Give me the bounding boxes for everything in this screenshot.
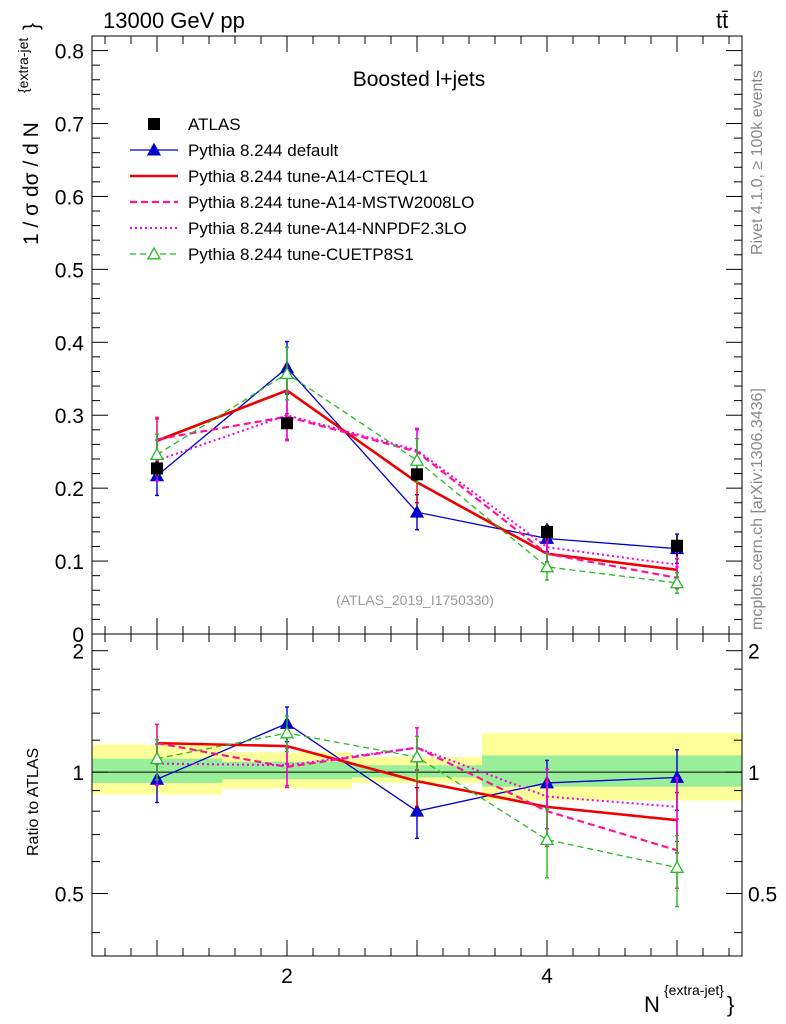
y-tick-label: 0.1	[55, 551, 84, 574]
ratio-plot-frame	[91, 633, 743, 957]
mcplots-label: mcplots.cern.ch [arXiv:1306.3436]	[749, 388, 766, 630]
x-axis-label-close: }	[727, 992, 734, 1017]
ratio-tick-label-right: 1	[748, 762, 760, 785]
chart-title: Boosted l+jets	[353, 68, 486, 91]
legend-label: Pythia 8.244 tune-A14-CTEQL1	[188, 167, 428, 186]
series-point-main	[539, 559, 555, 573]
y-tick-label: 0.2	[55, 478, 84, 501]
series-point-ratio	[409, 803, 425, 817]
x-axis-label-sup: {extra-jet}	[664, 982, 724, 998]
series-point-ratio	[409, 749, 425, 763]
ratio-tick-label-left: 1	[72, 762, 84, 785]
series-line-ratio	[156, 742, 678, 852]
legend-label: Pythia 8.244 tune-A14-NNPDF2.3LO	[188, 219, 467, 238]
y-axis-label: 1 / σ dσ / d N {extra-jet }	[15, 23, 43, 245]
process-title: tt̄	[716, 8, 728, 33]
data-point	[671, 539, 683, 552]
legend-marker	[146, 142, 162, 156]
ratio-tick-label-left: 0.5	[55, 884, 84, 907]
ratio-tick-label-left: 2	[72, 641, 84, 664]
energy-title: 13000 GeV pp	[103, 8, 245, 33]
uncertainty-band-green	[482, 755, 742, 787]
ratio-y-label: Ratio to ATLAS	[25, 748, 42, 856]
y-tick-label: 0.4	[55, 332, 85, 355]
y-tick-label: 0.7	[55, 114, 84, 137]
series-line-main	[156, 372, 678, 584]
legend-label: Pythia 8.244 tune-CUETP8S1	[188, 245, 414, 264]
rivet-label: Rivet 4.1.0, ≥ 100k events	[749, 70, 766, 255]
series-point-main	[669, 575, 685, 589]
series-point-main	[149, 447, 165, 461]
y-tick-label: 0	[72, 624, 84, 647]
ratio-tick-label-right: 2	[748, 641, 760, 664]
legend-swatch	[148, 118, 160, 130]
x-tick-label: 2	[281, 965, 293, 988]
y-tick-label: 0.8	[55, 41, 84, 64]
series-point-ratio	[539, 832, 555, 846]
legend-label: ATLAS	[188, 115, 241, 134]
series-point-ratio	[669, 860, 685, 873]
series-point-ratio	[279, 725, 295, 739]
legend-label: Pythia 8.244 default	[188, 141, 339, 160]
y-tick-label: 0.6	[55, 186, 84, 209]
ratio-tick-label-right: 0.5	[748, 884, 777, 907]
y-axis-label-main: 1 / σ dσ / d N	[20, 122, 43, 245]
legend-label: Pythia 8.244 tune-A14-MSTW2008LO	[188, 193, 474, 212]
y-tick-label: 0.5	[55, 259, 84, 282]
series-point-main	[409, 504, 425, 518]
series-point-main	[279, 366, 295, 380]
data-point	[411, 468, 423, 481]
y-tick-label: 0.3	[55, 405, 84, 428]
analysis-id: (ATLAS_2019_I1750330)	[336, 592, 494, 608]
series-point-ratio	[149, 751, 165, 765]
data-point	[541, 525, 553, 538]
data-point	[151, 462, 163, 475]
series-line-main	[156, 414, 678, 566]
series-point-main	[409, 453, 425, 466]
y-axis-label-sup: {extra-jet	[15, 38, 31, 93]
data-point	[281, 417, 293, 430]
x-axis-label-main: N	[644, 992, 660, 1017]
legend-marker	[146, 246, 162, 260]
x-tick-label: 4	[541, 965, 553, 988]
y-axis-label-close: }	[20, 23, 43, 30]
